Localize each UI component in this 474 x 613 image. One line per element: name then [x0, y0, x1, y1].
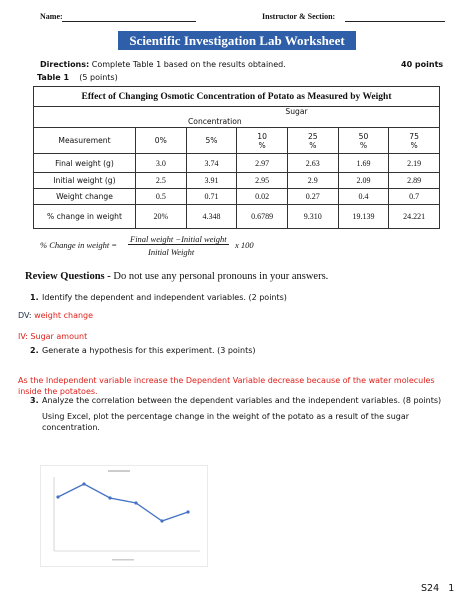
column-header: 25 %: [286, 127, 339, 154]
column-label: 5%: [205, 136, 218, 145]
q3-number: 3.: [30, 396, 39, 405]
cell: 9.310: [286, 204, 339, 229]
cell: 0.6789: [236, 204, 288, 229]
image-frame: [40, 465, 208, 567]
cell: 3.91: [185, 172, 238, 189]
instructor-label: Instructor & Section:: [262, 12, 336, 21]
table-title: Effect of Changing Osmotic Concentration…: [33, 86, 440, 107]
cell: 0.02: [236, 188, 288, 205]
cell: 2.19: [388, 153, 440, 173]
dv-text: weight change: [34, 311, 94, 320]
dv-label: DV:: [18, 311, 32, 320]
column-header: 5%: [185, 127, 238, 154]
directions: Directions: Complete Table 1 based on th…: [40, 60, 286, 69]
iv-answer: IV: Sugar amount: [18, 332, 88, 341]
cell: 24.221: [388, 204, 440, 229]
image-label-blur: [112, 559, 134, 561]
data-row: Initial weight (g) 2.5 3.91 2.95 2.9 2.09 2.89: [33, 172, 440, 189]
image-points: [56, 482, 190, 523]
title-row: Effect of Changing Osmotic Concentration…: [33, 86, 440, 107]
column-label: 10 %: [257, 131, 267, 150]
column-label: 25 %: [307, 131, 318, 150]
footer-page: 1: [448, 583, 455, 594]
cell: 2.95: [236, 172, 288, 189]
formula-numerator: Final weight −Initial weight: [128, 234, 229, 245]
column-row: Measurement 0% 5% 10 % 25 % 50 % 75 %: [33, 127, 440, 154]
instructor-line: [345, 21, 445, 22]
review: Review Questions - Do not use any person…: [25, 271, 328, 282]
directions-label: Directions:: [40, 60, 90, 69]
cell: 19.139: [337, 204, 390, 229]
formula-denominator: Initial Weight: [148, 247, 195, 257]
row-label: Initial weight (g): [33, 172, 136, 189]
cell: 3.0: [135, 153, 187, 173]
q3-note: Using Excel, plot the percentage change …: [42, 412, 410, 432]
q3-text: Analyze the correlation between the depe…: [42, 396, 442, 405]
row-label: % change in weight: [33, 204, 136, 229]
cell: 0.27: [286, 188, 339, 205]
q2-text: Generate a hypothesis for this experimen…: [42, 346, 256, 355]
q2-answer: As the Independent variable increase the…: [18, 376, 435, 396]
row-label: Weight change: [33, 188, 136, 205]
group-row: Sugar Concentration: [33, 106, 440, 128]
q1-number: 1.: [30, 293, 39, 302]
group-label: Sugar: [285, 107, 308, 116]
group-sublabel: Concentration: [188, 117, 242, 126]
embedded-chart-image: [40, 465, 208, 567]
cell: 2.63: [286, 153, 339, 173]
image-line: [57, 483, 189, 522]
formula-lhs: % Change in weight =: [40, 240, 118, 250]
column-header: 75 %: [388, 127, 440, 154]
cell: 0.5: [135, 188, 187, 205]
image-title-blur: [108, 470, 130, 472]
name-label: Name:: [40, 12, 63, 21]
cell: 0.7: [388, 188, 440, 205]
cell: 20%: [135, 204, 187, 229]
review-label: Review Questions -: [25, 271, 111, 282]
cell: 2.09: [337, 172, 390, 189]
name-line: [62, 21, 196, 22]
column-header: 10 %: [236, 127, 288, 154]
footer-code: S24: [421, 583, 440, 594]
title-banner: Scientific Investigation Lab Worksheet: [118, 31, 356, 50]
data-row: Final weight (g) 3.0 3.74 2.97 2.63 1.69 2.19: [33, 153, 440, 173]
data-row: Weight change 0.5 0.71 0.02 0.27 0.4 0.7: [33, 188, 440, 205]
column-label: Measurement: [58, 136, 111, 145]
column-label: 0%: [154, 136, 167, 145]
formula-multiplier: x 100: [235, 240, 254, 250]
row-label: Final weight (g): [33, 153, 136, 173]
cell: 0.4: [337, 188, 390, 205]
cell: 1.69: [337, 153, 390, 173]
dv-answer: DV: weight change: [18, 311, 93, 320]
directions-text: Complete Table 1 based on the results ob…: [91, 60, 286, 69]
table-caption: Table 1 (5 points): [37, 73, 118, 82]
column-header: 0%: [135, 127, 187, 154]
q2-number: 2.: [30, 346, 39, 355]
column-header: 50 %: [337, 127, 390, 154]
cell: 4.348: [185, 204, 238, 229]
cell: 3.74: [185, 153, 238, 173]
group-header: Sugar Concentration: [33, 106, 440, 128]
points: 40 points: [401, 60, 444, 69]
data-table: Effect of Changing Osmotic Concentration…: [33, 86, 440, 229]
cell: 2.5: [135, 172, 187, 189]
column-label: 50 %: [358, 131, 369, 150]
q1-text: Identify the dependent and independent v…: [42, 293, 287, 302]
cell: 0.71: [185, 188, 238, 205]
cell: 2.9: [286, 172, 339, 189]
data-row: % change in weight 20% 4.348 0.6789 9.310 19.…: [33, 204, 440, 229]
caption-label: Table 1: [37, 73, 70, 82]
cell: 2.89: [388, 172, 440, 189]
caption-points: (5 points): [79, 73, 118, 82]
footer: S24 1: [421, 583, 454, 594]
review-instruction: Do not use any personal pronouns in your…: [113, 271, 329, 282]
column-header: Measurement: [33, 127, 136, 154]
column-label: 75 %: [409, 131, 419, 150]
cell: 2.97: [236, 153, 288, 173]
